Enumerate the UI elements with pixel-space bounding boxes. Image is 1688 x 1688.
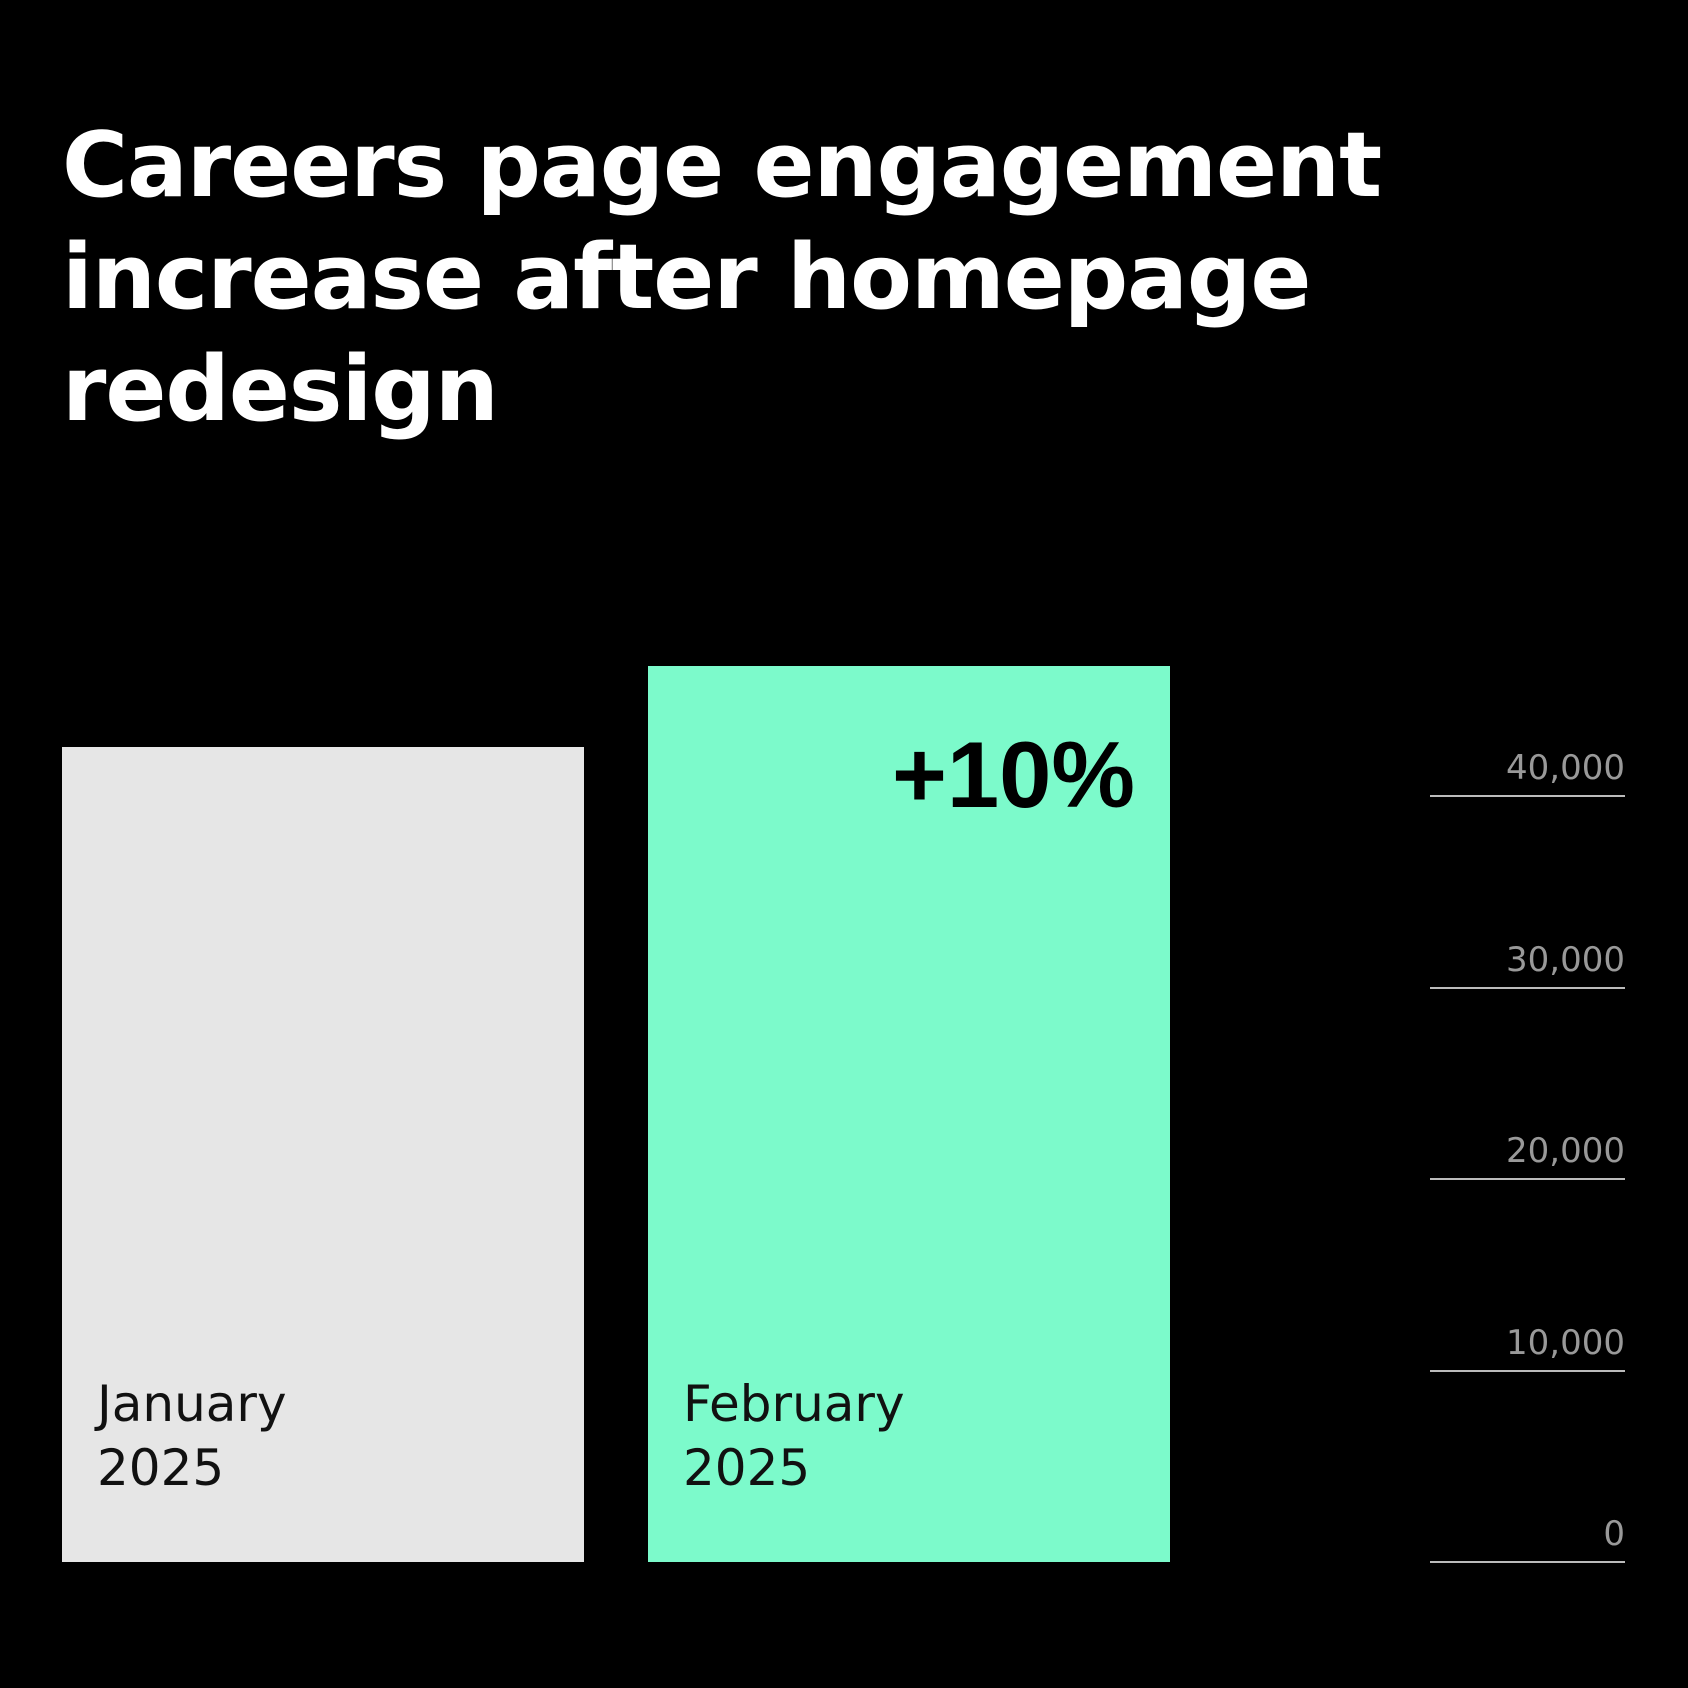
annotation: +10% <box>891 722 1135 828</box>
x-tick-label: January 2025 <box>97 1375 287 1497</box>
bar <box>648 666 1170 1562</box>
y-tick-label: 20,000 <box>1506 1131 1625 1172</box>
grid-line <box>1430 986 1625 989</box>
grid-line <box>1430 1178 1625 1181</box>
chart-title: Careers page engagement increase after h… <box>62 113 1382 442</box>
y-tick-label: 40,000 <box>1506 748 1625 789</box>
grid-line <box>1430 795 1625 798</box>
grid-line <box>1430 1369 1625 1372</box>
grid-line <box>1430 1561 1625 1563</box>
x-tick-label: February 2025 <box>683 1375 905 1497</box>
y-tick-label: 30,000 <box>1506 939 1625 980</box>
y-tick-label: 0 <box>1603 1514 1625 1554</box>
bar <box>62 746 584 1562</box>
y-tick-label: 10,000 <box>1506 1322 1625 1363</box>
